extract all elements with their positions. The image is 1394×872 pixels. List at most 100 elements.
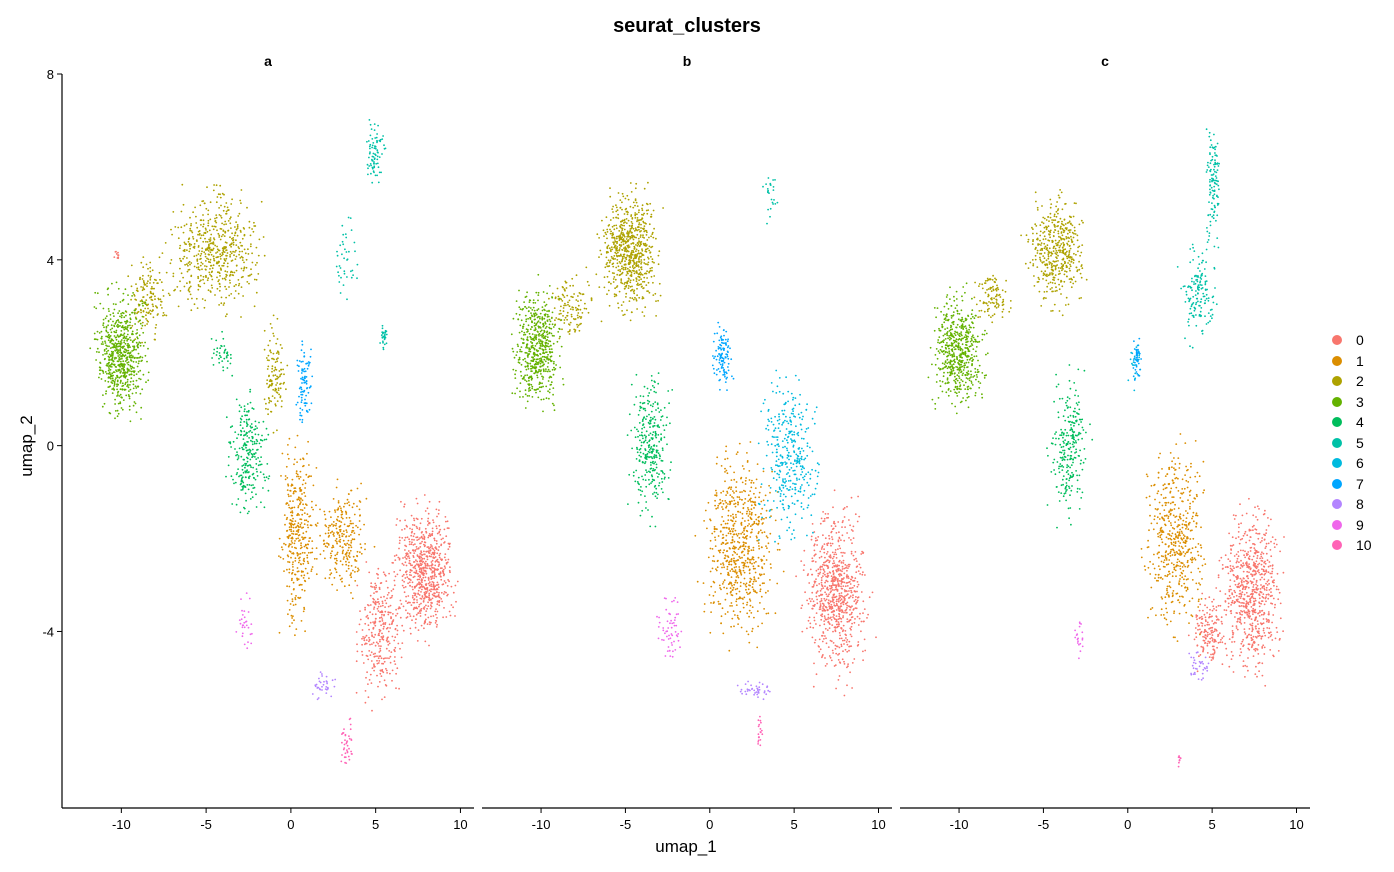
data-point-cluster-1	[730, 519, 732, 521]
data-point-cluster-5	[371, 155, 374, 158]
data-point-cluster-4	[255, 468, 258, 470]
data-point-cluster-0	[844, 585, 847, 588]
data-point-cluster-1	[748, 513, 751, 515]
data-point-cluster-1	[719, 551, 721, 554]
data-point-cluster-3	[117, 360, 120, 363]
data-point-cluster-5	[346, 259, 348, 261]
data-point-cluster-0	[819, 550, 822, 553]
data-point-cluster-0	[391, 620, 394, 623]
data-point-cluster-0	[373, 636, 375, 639]
data-point-cluster-1	[324, 518, 327, 521]
data-point-cluster-0	[373, 586, 376, 589]
data-point-cluster-2	[224, 315, 227, 318]
data-point-cluster-1	[288, 609, 291, 611]
data-point-cluster-0	[399, 616, 402, 619]
data-point-cluster-3	[117, 390, 120, 393]
data-point-cluster-1	[345, 555, 348, 557]
data-point-cluster-4	[247, 418, 250, 421]
data-point-cluster-4	[239, 421, 242, 424]
data-point-cluster-2	[140, 327, 143, 330]
data-point-cluster-0	[851, 586, 854, 589]
data-point-cluster-2	[271, 365, 274, 368]
data-point-cluster-1	[716, 456, 719, 459]
data-point-cluster-0	[820, 593, 822, 596]
data-point-cluster-1	[348, 516, 351, 519]
data-point-cluster-0	[801, 630, 804, 633]
data-point-cluster-5	[376, 149, 379, 152]
data-point-cluster-0	[448, 610, 451, 613]
data-point-cluster-2	[263, 348, 266, 351]
data-point-cluster-2	[225, 257, 228, 260]
data-point-cluster-1	[316, 522, 319, 524]
data-point-cluster-1	[351, 506, 354, 509]
data-point-cluster-1	[730, 486, 733, 489]
data-point-cluster-1	[288, 585, 291, 588]
data-point-cluster-0	[841, 526, 843, 528]
data-point-cluster-9	[241, 609, 243, 612]
data-point-cluster-1	[295, 530, 298, 532]
data-point-cluster-4	[221, 330, 224, 333]
data-point-cluster-0	[846, 666, 848, 669]
data-point-cluster-1	[342, 530, 345, 532]
data-point-cluster-1	[735, 513, 737, 516]
data-point-cluster-2	[269, 339, 271, 342]
data-point-cluster-5	[353, 241, 356, 244]
data-point-cluster-5	[381, 153, 383, 155]
data-point-cluster-0	[363, 639, 366, 642]
data-point-cluster-3	[106, 335, 109, 338]
data-point-cluster-2	[229, 236, 231, 239]
data-point-cluster-1	[328, 510, 331, 513]
data-point-cluster-7	[309, 355, 312, 358]
data-point-cluster-3	[123, 339, 126, 342]
data-point-cluster-3	[144, 341, 147, 344]
data-point-cluster-3	[110, 381, 113, 383]
data-point-cluster-1	[285, 502, 288, 505]
data-point-cluster-0	[361, 650, 363, 653]
data-point-cluster-0	[854, 618, 856, 620]
data-point-cluster-1	[770, 515, 772, 517]
data-point-cluster-4	[232, 440, 235, 443]
data-point-cluster-2	[241, 250, 244, 253]
data-point-cluster-1	[290, 530, 293, 533]
data-point-cluster-2	[142, 310, 145, 312]
data-point-cluster-2	[212, 255, 215, 258]
data-point-cluster-0	[814, 537, 817, 539]
data-point-cluster-0	[407, 577, 410, 580]
data-point-cluster-3	[94, 291, 97, 294]
data-point-cluster-1	[299, 552, 302, 555]
data-point-cluster-0	[854, 513, 857, 516]
data-point-cluster-1	[286, 585, 288, 588]
data-point-cluster-1	[334, 511, 337, 513]
data-point-cluster-0	[390, 590, 393, 592]
data-point-cluster-2	[147, 280, 149, 283]
data-point-cluster-1	[298, 496, 300, 499]
data-point-cluster-1	[757, 577, 760, 580]
data-point-cluster-2	[226, 313, 228, 316]
data-point-cluster-0	[373, 601, 375, 604]
data-point-cluster-3	[105, 351, 108, 353]
data-point-cluster-3	[109, 373, 112, 376]
data-point-cluster-1	[326, 542, 328, 545]
data-point-cluster-2	[220, 204, 222, 207]
data-point-cluster-0	[381, 613, 383, 616]
data-point-cluster-1	[293, 542, 296, 545]
data-point-cluster-2	[185, 223, 188, 226]
data-point-cluster-1	[310, 475, 312, 478]
data-point-cluster-3	[110, 359, 112, 361]
data-point-cluster-0	[413, 594, 416, 597]
data-point-cluster-0	[839, 599, 842, 602]
data-point-cluster-0	[371, 586, 374, 588]
data-point-cluster-2	[265, 407, 267, 410]
data-point-cluster-1	[288, 506, 291, 509]
data-point-cluster-0	[824, 537, 827, 540]
data-point-cluster-3	[119, 354, 121, 356]
data-point-cluster-0	[849, 595, 852, 597]
data-point-cluster-0	[846, 581, 849, 584]
data-point-cluster-2	[224, 270, 227, 273]
data-point-cluster-4	[241, 476, 244, 479]
data-point-cluster-0	[405, 553, 408, 556]
data-point-cluster-2	[236, 227, 239, 230]
data-point-cluster-1	[755, 522, 758, 525]
data-point-cluster-0	[843, 581, 846, 584]
data-point-cluster-0	[400, 500, 402, 503]
